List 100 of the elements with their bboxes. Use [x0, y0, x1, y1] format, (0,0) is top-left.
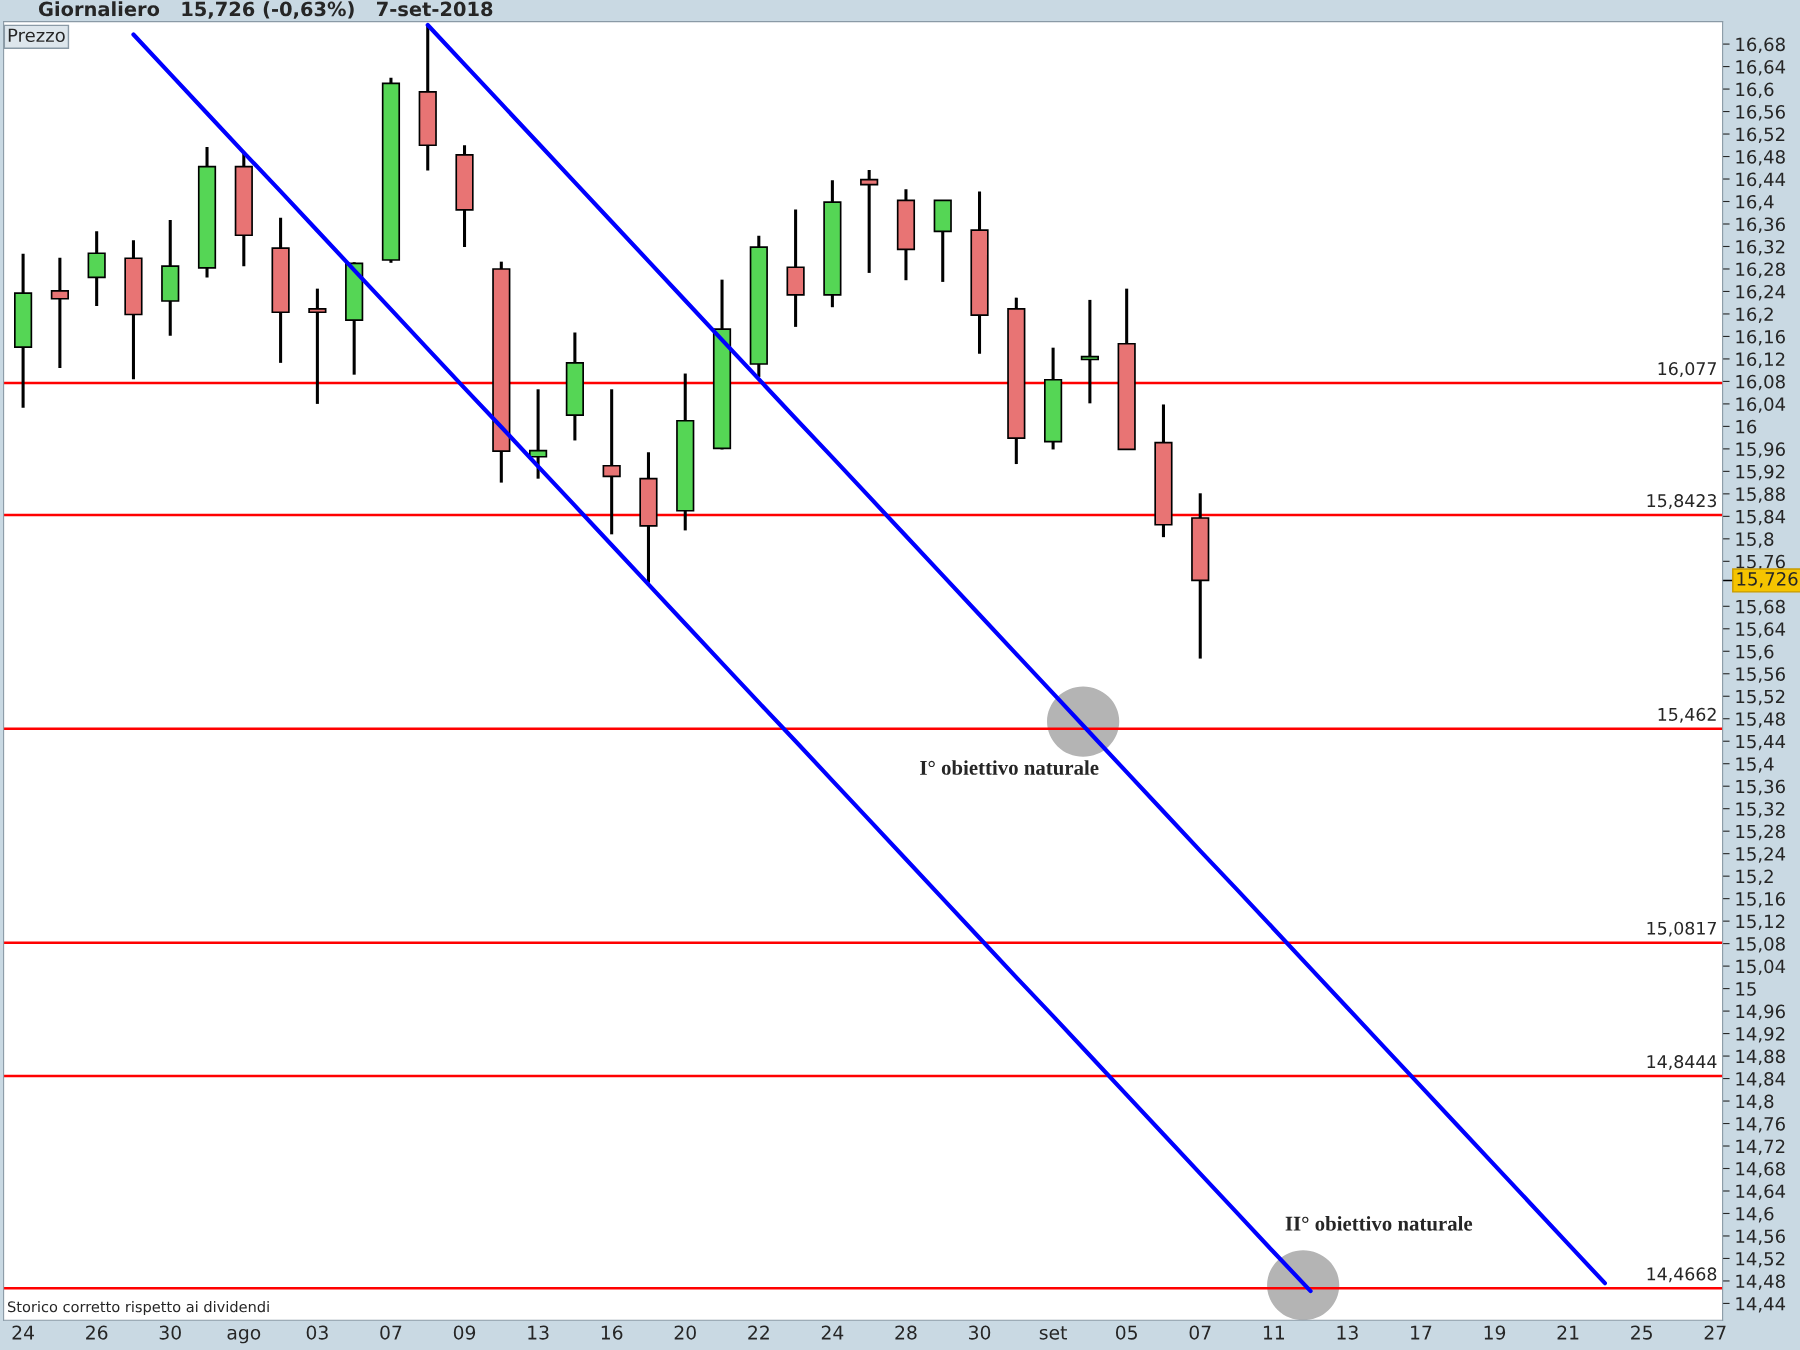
y-tick-label: 15,84 [1736, 509, 1786, 526]
y-tick-label: 16,48 [1736, 149, 1785, 166]
y-tick-label: 15,04 [1736, 959, 1786, 976]
y-tick-label: 15,88 [1736, 487, 1785, 503]
x-tick-label: 09 [453, 1325, 476, 1340]
x-tick-label: 17 [1411, 1325, 1432, 1340]
y-tick-label: 14,76 [1736, 1116, 1785, 1133]
x-tick-label: ago [227, 1328, 261, 1344]
y-tick-label: 14,44 [1736, 1297, 1786, 1313]
y-tick-label: 14,56 [1736, 1229, 1785, 1245]
y-tick-label: 16,08 [1736, 374, 1785, 391]
ref-line-label: 15,0817 [1647, 921, 1716, 937]
annotation: Prezzo [8, 28, 65, 43]
y-tick-label: 14,84 [1736, 1072, 1786, 1088]
x-tick-label: 16 [601, 1325, 623, 1340]
line-series [131, 32, 1313, 1294]
candlestick [308, 288, 327, 404]
x-tick-label: 25 [1631, 1325, 1652, 1340]
y-tick-label: 15,68 [1736, 599, 1785, 616]
x-tick-label: 19 [1484, 1325, 1506, 1340]
y-tick-label: 16,56 [1736, 105, 1785, 121]
y-tick-label: 16,4 [1736, 194, 1774, 211]
y-tick-label: 15,4 [1736, 757, 1774, 773]
y-tick-label: 15,08 [1736, 937, 1785, 953]
y-tick-label: 15,28 [1736, 824, 1785, 841]
y-tick-label: 16,16 [1736, 329, 1785, 346]
y-tick-label: 14,52 [1736, 1251, 1785, 1268]
x-tick-label: 21 [1557, 1325, 1579, 1340]
candlestick [1080, 298, 1099, 404]
y-tick-label: 15,48 [1736, 712, 1785, 728]
y-tick-label: 16,68 [1736, 37, 1785, 54]
y-tick-label: 15,92 [1736, 464, 1785, 481]
x-tick-label: 28 [895, 1325, 917, 1340]
ref-line-label: 15,8423 [1647, 494, 1717, 509]
x-tick-label: set [1039, 1326, 1067, 1340]
y-tick-label: 16,04 [1736, 397, 1786, 413]
x-tick-label: 24 [12, 1325, 34, 1340]
x-tick-label: 13 [528, 1325, 549, 1340]
x-tick-label: 22 [748, 1325, 769, 1340]
x-tick-label: 24 [821, 1325, 844, 1340]
x-tick-label: 05 [1115, 1325, 1137, 1340]
x-tick-label: 27 [1704, 1325, 1726, 1340]
y-tick-label: 14,72 [1736, 1139, 1785, 1155]
y-tick-label: 15,96 [1736, 442, 1785, 458]
chart-title: Giornaliero 15,726 (-0,63%) 7-set-2018 [38, 1, 493, 19]
y-tick-label: 16,2 [1736, 307, 1773, 323]
y-tick-label: 16,12 [1736, 352, 1785, 368]
x-tick-label: 30 [969, 1325, 991, 1340]
x-tick-label: 13 [1337, 1325, 1358, 1340]
ref-line-label: 14,4668 [1647, 1267, 1717, 1283]
ref-line-label: 14,8444 [1647, 1055, 1717, 1070]
x-tick-label: 20 [674, 1325, 696, 1340]
y-tick-label: 16,6 [1736, 82, 1774, 99]
y-tick-label: 14,96 [1736, 1004, 1785, 1021]
y-tick-label: 16,24 [1736, 284, 1786, 301]
y-tick-label: 15,32 [1736, 802, 1785, 818]
y-tick-label: 15,36 [1736, 779, 1785, 796]
y-tick-label: 15,8 [1736, 532, 1774, 548]
y-tick-label: 16 [1736, 419, 1757, 434]
x-tick-label: 07 [1189, 1325, 1211, 1340]
candlestick [50, 257, 69, 368]
y-tick-label: 16,28 [1736, 262, 1785, 278]
y-tick-label: 14,88 [1736, 1049, 1785, 1066]
annotation: Storico corretto rispetto ai dividendi [8, 1300, 269, 1316]
ref-line-label: 16,077 [1658, 362, 1716, 378]
y-tick-label: 15,56 [1736, 667, 1785, 683]
line-series [425, 22, 1607, 1286]
y-tick-label: 15,12 [1736, 914, 1785, 931]
x-tick-label: 03 [306, 1325, 328, 1340]
y-tick-label: 14,8 [1736, 1094, 1774, 1110]
y-tick-label: 16,44 [1736, 172, 1786, 188]
y-tick-label: 15,2 [1736, 869, 1773, 886]
candlestick [602, 389, 621, 535]
candlestick [860, 170, 879, 273]
candlestick [528, 389, 548, 479]
y-tick-label: 15,16 [1736, 892, 1785, 908]
y-tick-label: 15,52 [1736, 689, 1785, 706]
y-tick-label: 14,68 [1736, 1161, 1785, 1178]
x-tick-label: 30 [159, 1325, 181, 1340]
text: 15,726 [1737, 572, 1798, 588]
x-tick-label: 07 [380, 1325, 402, 1340]
y-tick-label: 15 [1736, 982, 1756, 996]
y-tick-label: 14,64 [1736, 1184, 1786, 1200]
y-tick-label: 14,6 [1736, 1206, 1774, 1223]
y-tick-label: 15,64 [1736, 622, 1786, 638]
annotation: II° obiettivo naturale [1285, 1216, 1473, 1231]
y-tick-label: 16,32 [1736, 239, 1785, 256]
y-tick-label: 15,6 [1736, 644, 1774, 661]
y-tick-label: 16,36 [1736, 217, 1785, 233]
y-tick-label: 15,24 [1736, 847, 1786, 863]
ref-line-label: 15,462 [1658, 707, 1716, 723]
y-tick-label: 14,48 [1736, 1274, 1785, 1290]
y-tick-label: 14,92 [1736, 1027, 1785, 1043]
y-tick-label: 15,76 [1736, 554, 1785, 571]
y-tick-label: 15,44 [1736, 734, 1786, 751]
annotation: I° obiettivo naturale [920, 760, 1099, 775]
x-tick-label: 26 [86, 1325, 108, 1340]
y-tick-label: 16,52 [1736, 127, 1785, 143]
x-tick-label: 11 [1263, 1325, 1285, 1340]
y-tick-label: 16,64 [1736, 60, 1786, 76]
